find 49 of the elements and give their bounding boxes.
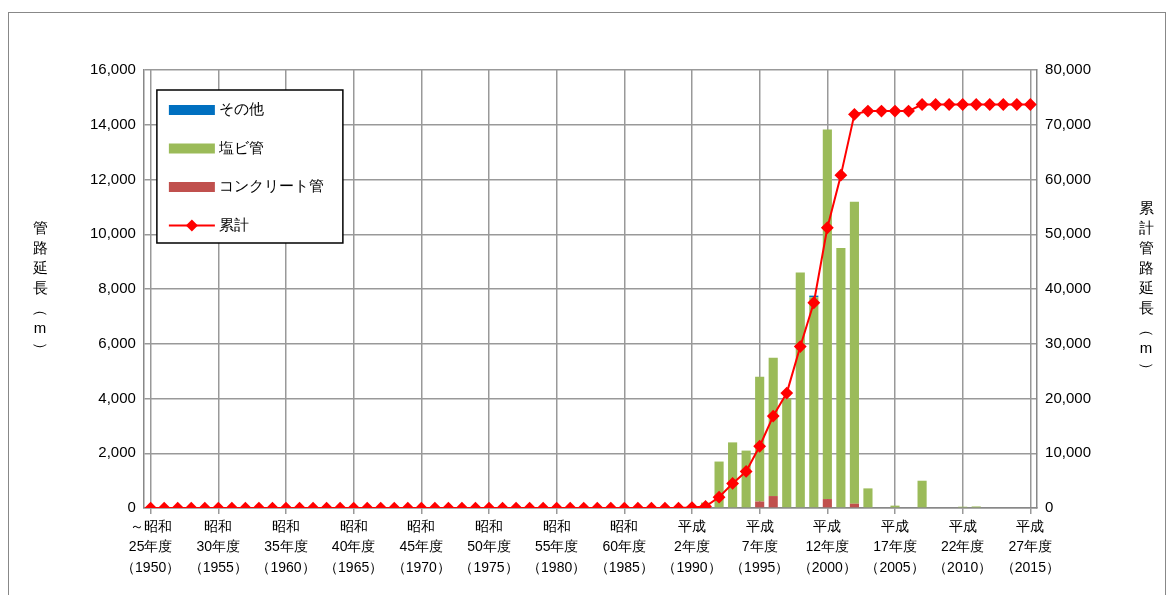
x-tick-label: 昭和40年度（1965） xyxy=(324,518,384,575)
bar xyxy=(822,129,832,500)
x-tick-label: 平成2年度（1990） xyxy=(662,518,722,575)
bar xyxy=(755,376,765,502)
x-tick-label: 昭和55年度（1980） xyxy=(527,518,587,575)
x-tick-label: 平成7年度（1995） xyxy=(730,518,790,575)
y2-tick-label: 20,000 xyxy=(1045,388,1092,406)
x-tick-label: 昭和30年度（1955） xyxy=(188,518,248,575)
y-tick-label: 14,000 xyxy=(89,114,136,132)
text: 累計管路延長（m） xyxy=(1138,199,1156,377)
y2-tick-label: 10,000 xyxy=(1045,443,1092,461)
x-tick-label: 昭和50年度（1975） xyxy=(459,518,519,575)
y2-tick-label: 0 xyxy=(1045,498,1054,516)
y2-tick-label: 30,000 xyxy=(1045,333,1092,351)
bar xyxy=(809,297,819,508)
x-tick-label: ～昭和25年度（1950） xyxy=(121,518,181,575)
y-tick-label: 0 xyxy=(127,498,136,516)
y2-tick-label: 80,000 xyxy=(1045,60,1092,78)
y-tick-label: 10,000 xyxy=(89,224,136,242)
x-tick-label: 平成27年度（2015） xyxy=(1000,518,1060,575)
bar xyxy=(795,272,805,508)
y-tick-label: 16,000 xyxy=(89,60,136,78)
y-tick-label: 12,000 xyxy=(89,169,136,187)
y2-tick-label: 70,000 xyxy=(1045,114,1092,132)
legend-label: その他 xyxy=(218,100,264,118)
legend-label: 塩ビ管 xyxy=(217,138,264,156)
x-tick-label: 昭和60年度（1985） xyxy=(594,518,654,575)
y2-tick-label: 50,000 xyxy=(1045,224,1092,242)
bar xyxy=(849,201,859,504)
y-tick-label: 2,000 xyxy=(98,443,136,461)
x-tick-label: 平成17年度（2005） xyxy=(865,518,925,575)
bar xyxy=(768,357,778,497)
y2-tick-label: 60,000 xyxy=(1045,169,1092,187)
y-axis-title: 管路延長（m） xyxy=(31,219,50,357)
bar xyxy=(822,499,832,508)
y-tick-label: 4,000 xyxy=(98,388,136,406)
bar xyxy=(836,247,846,508)
bar xyxy=(768,496,778,508)
legend-label: コンクリート管 xyxy=(218,177,324,195)
legend-label: 累計 xyxy=(218,215,249,233)
bar xyxy=(863,488,873,508)
x-tick-label: 昭和45年度（1970） xyxy=(391,518,451,575)
y2-tick-label: 40,000 xyxy=(1045,279,1092,297)
y-tick-label: 6,000 xyxy=(98,333,136,351)
y-tick-label: 8,000 xyxy=(98,279,136,297)
x-tick-label: 平成12年度（2000） xyxy=(797,518,857,575)
x-tick-label: 平成22年度（2010） xyxy=(933,518,993,575)
x-tick-label: 昭和35年度（1960） xyxy=(256,518,316,575)
bar xyxy=(917,480,927,508)
